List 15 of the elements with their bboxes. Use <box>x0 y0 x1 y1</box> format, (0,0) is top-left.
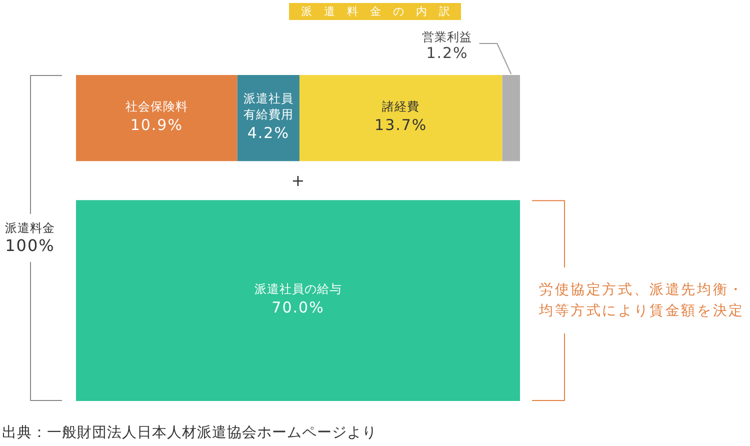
data-label: 4.2% <box>247 124 290 142</box>
category-label: 諸経費 <box>382 100 420 114</box>
category-label: 社会保険料 <box>125 100 188 114</box>
data-label: 70.0% <box>272 298 324 316</box>
text: + <box>291 170 305 190</box>
text: 労使協定方式、派遣先均衡・均等方式により賃金額を決定 <box>539 280 746 321</box>
category-label: 派遣社員有給費用 <box>243 92 294 122</box>
data-label: 10.9% <box>130 116 183 134</box>
category-label: 営業利益 <box>422 30 472 44</box>
source-note: 出典：一般財団法人日本人材派遣協会ホームページより <box>2 424 377 442</box>
data-label: 1.2% <box>426 44 468 62</box>
category-label: 派遣社員の給与 <box>254 282 342 296</box>
text: 派遣料金の内訳 <box>289 3 462 20</box>
text: 派遣料金 100% <box>4 220 56 256</box>
data-label: 13.7% <box>374 116 428 134</box>
